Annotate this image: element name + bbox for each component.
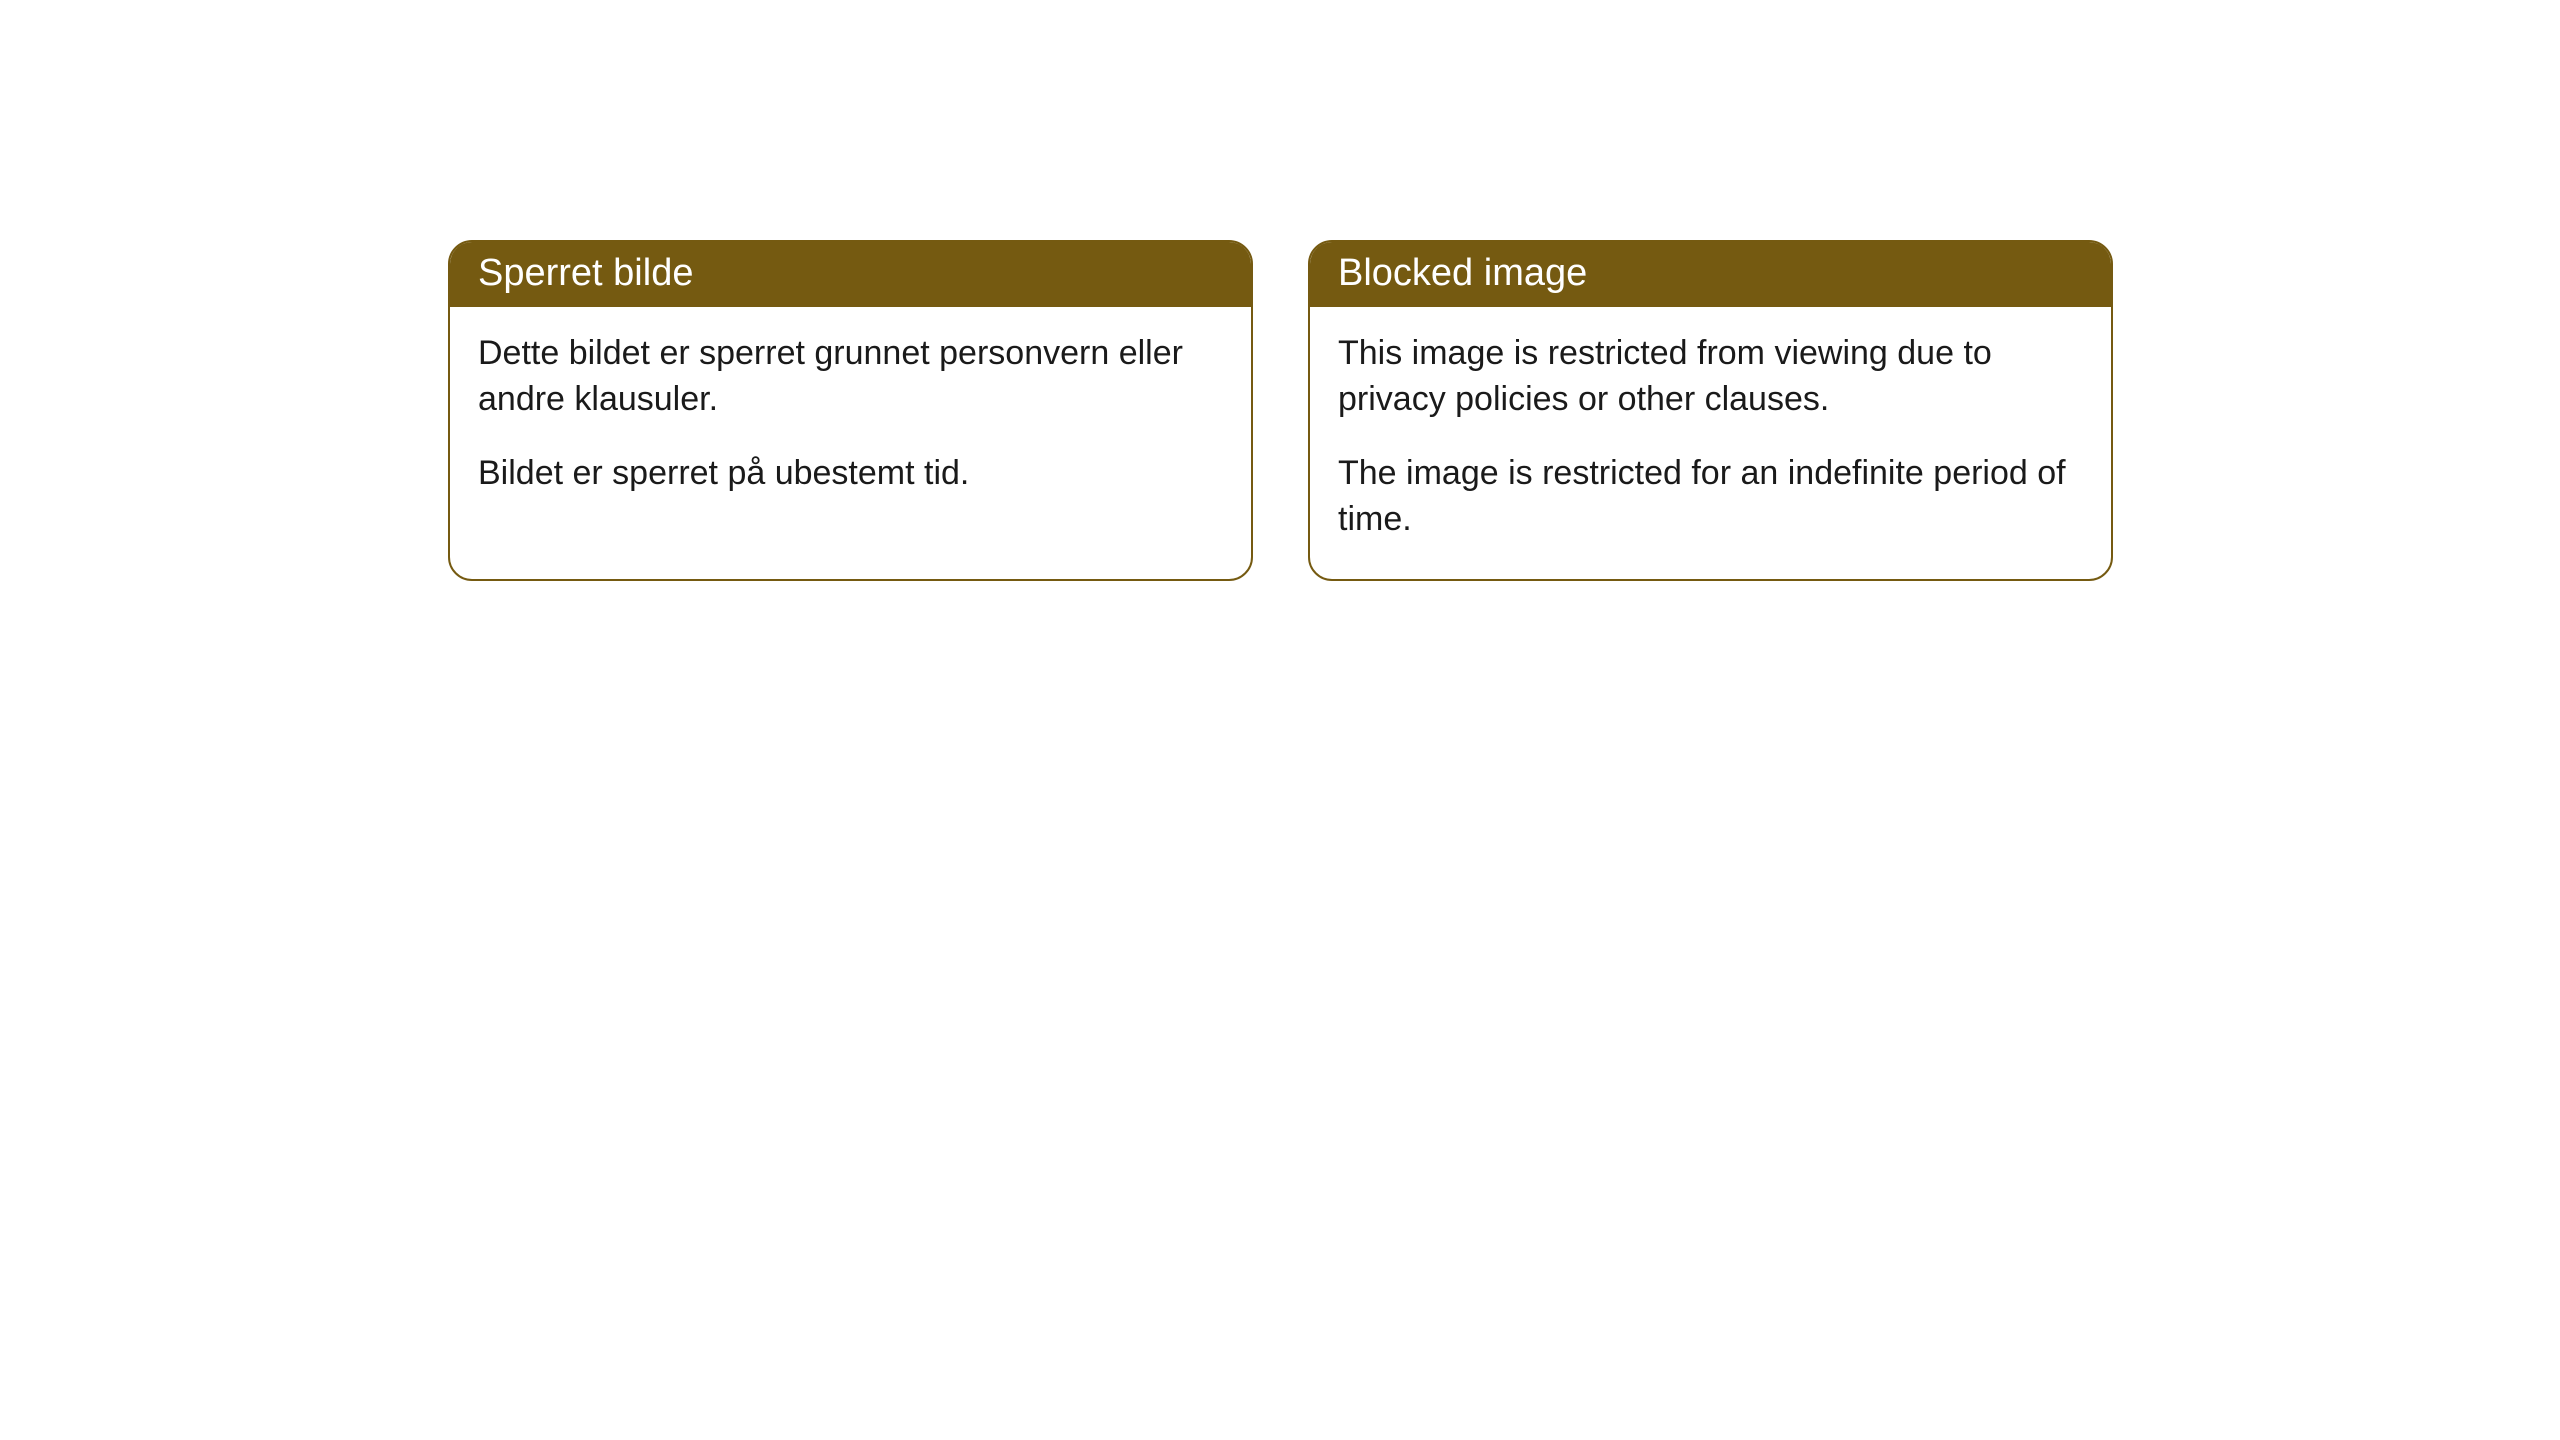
notice-header: Blocked image <box>1310 242 2111 307</box>
notice-header: Sperret bilde <box>450 242 1251 307</box>
notice-body: This image is restricted from viewing du… <box>1310 307 2111 579</box>
notice-card-english: Blocked image This image is restricted f… <box>1308 240 2113 581</box>
notice-paragraph: This image is restricted from viewing du… <box>1338 331 2083 423</box>
notice-paragraph: The image is restricted for an indefinit… <box>1338 451 2083 543</box>
notice-paragraph: Dette bildet er sperret grunnet personve… <box>478 331 1223 423</box>
notice-paragraph: Bildet er sperret på ubestemt tid. <box>478 451 1223 497</box>
notice-card-norwegian: Sperret bilde Dette bildet er sperret gr… <box>448 240 1253 581</box>
notice-body: Dette bildet er sperret grunnet personve… <box>450 307 1251 533</box>
notice-title: Sperret bilde <box>478 252 693 294</box>
notice-title: Blocked image <box>1338 252 1587 294</box>
notice-container: Sperret bilde Dette bildet er sperret gr… <box>448 240 2113 581</box>
